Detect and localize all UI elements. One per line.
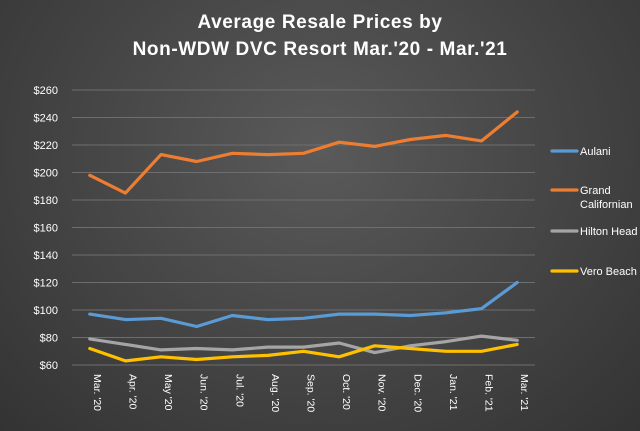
x-tick-label: May '20 [162, 374, 174, 411]
series-line-vero-beach [88, 342, 519, 363]
x-tick-label: Feb. '21 [483, 374, 495, 412]
y-tick-label: $160 [34, 223, 58, 235]
x-tick-label: Jun. '20 [198, 374, 210, 411]
legend-label-aulani: Aulani [580, 146, 611, 158]
legend-label-vero-beach: Vero Beach [580, 266, 637, 278]
y-tick-label: $220 [34, 140, 58, 152]
chart-title-line: Average Resale Prices by [197, 12, 442, 33]
x-tick-label: Sep. '20 [305, 374, 317, 412]
chart-title-line: Non-WDW DVC Resort Mar.'20 - Mar.'21 [133, 39, 508, 60]
series-lines [88, 110, 519, 363]
y-tick-label: $60 [40, 360, 58, 372]
x-tick-label: Dec. '20 [411, 374, 423, 412]
series-line-hilton-head [88, 334, 519, 355]
y-axis-ticks: $60 $80 $100 $120 $140 $160 $180 $200 $220 $240 $2… [34, 85, 58, 372]
legend: Aulani Grand Californian Hilton Head Vero Be… [550, 146, 637, 278]
y-tick-label: $120 [34, 278, 58, 290]
x-tick-label: Mar. '21 [518, 374, 530, 411]
x-tick-label: Nov. '20 [376, 374, 388, 412]
x-tick-label: Mar. '20 [91, 374, 103, 411]
y-tick-label: $140 [34, 250, 58, 262]
grid [72, 89, 535, 366]
y-tick-label: $180 [34, 195, 58, 207]
x-tick-label: Jan. '21 [447, 374, 459, 411]
y-tick-label: $240 [34, 113, 58, 125]
series-line-grand-californian [88, 110, 519, 195]
series-line-aulani [88, 280, 519, 329]
legend-label-hilton-head: Hilton Head [580, 226, 637, 238]
legend-label-grand-californian: Californian [580, 199, 633, 211]
y-tick-label: $200 [34, 168, 58, 180]
x-tick-label: Oct. '20 [340, 374, 352, 410]
y-tick-label: $100 [34, 305, 58, 317]
x-tick-label: Aug. '20 [269, 374, 281, 412]
chart-title: Average Resale Prices by Non-WDW DVC Reso… [133, 12, 508, 60]
y-tick-label: $260 [34, 85, 58, 97]
x-axis-ticks: Mar. '20 Apr. '20 May '20 Jun. '20 Jul. '20 A… [91, 374, 530, 412]
y-tick-label: $80 [40, 333, 58, 345]
x-tick-label: Jul. '20 [233, 374, 245, 407]
legend-label-grand-californian: Grand [580, 185, 611, 197]
x-tick-label: Apr. '20 [126, 374, 138, 409]
